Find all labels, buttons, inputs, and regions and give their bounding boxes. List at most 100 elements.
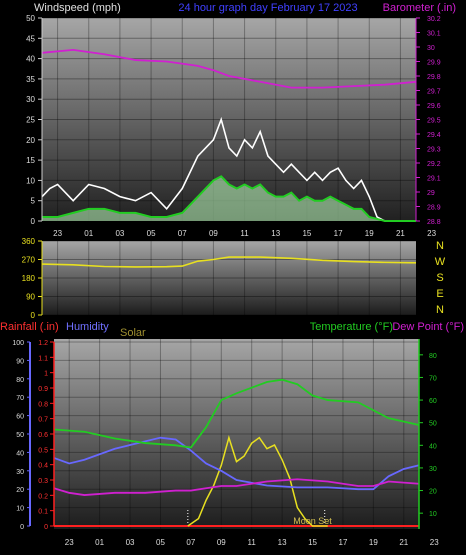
barometer-tick-label: 29.5 bbox=[427, 118, 441, 125]
rain-tick-label: 1.1 bbox=[38, 355, 48, 362]
barometer-tick-label: 30.2 bbox=[427, 16, 441, 23]
humidity-tick-label: 50 bbox=[16, 432, 24, 439]
barometer-tick-label: 29.4 bbox=[427, 132, 441, 139]
x-tick-label: 15 bbox=[302, 229, 311, 238]
temperature-tick-label: 80 bbox=[429, 353, 437, 360]
dew-point-line bbox=[53, 478, 420, 496]
x-tick-label: 23 bbox=[53, 229, 62, 238]
x-tick-label: 03 bbox=[126, 538, 135, 547]
x-tick-label: 23 bbox=[427, 229, 436, 238]
x-tick-label: 13 bbox=[278, 538, 287, 547]
left-legend-label: Humidity bbox=[66, 321, 109, 333]
humidity-tick-label: 40 bbox=[16, 450, 24, 457]
y-tick-label: 25 bbox=[26, 116, 35, 125]
temperature-line bbox=[53, 378, 420, 449]
barometer-tick-label: 29.3 bbox=[427, 147, 441, 154]
rain-tick-label: 0 bbox=[44, 524, 48, 531]
y-tick-label: 0 bbox=[31, 217, 36, 226]
rain-tick-label: 0.4 bbox=[38, 463, 48, 470]
direction-tick-label: 360 bbox=[22, 237, 36, 246]
barometer-tick-label: 28.8 bbox=[427, 219, 441, 226]
x-tick-label: 05 bbox=[156, 538, 165, 547]
rain-tick-label: 1 bbox=[44, 371, 48, 378]
temperature-tick-label: 10 bbox=[429, 511, 437, 518]
x-tick-label: 01 bbox=[95, 538, 104, 547]
humidity-tick-label: 30 bbox=[16, 469, 24, 476]
compass-letter: E bbox=[436, 288, 443, 300]
compass-letter: N bbox=[436, 240, 444, 252]
direction-tick-label: 180 bbox=[22, 274, 36, 283]
rain-tick-label: 0.3 bbox=[38, 478, 48, 485]
compass-letter: S bbox=[436, 272, 443, 284]
barometer-tick-label: 30.1 bbox=[427, 31, 441, 38]
left-legend-label: Solar bbox=[120, 327, 146, 339]
wind-gust-line bbox=[41, 116, 416, 222]
y-tick-label: 35 bbox=[26, 75, 35, 84]
x-tick-label: 09 bbox=[209, 229, 218, 238]
barometer-tick-label: 29.1 bbox=[427, 176, 441, 183]
humidity-tick-label: 10 bbox=[16, 506, 24, 513]
x-tick-label: 21 bbox=[396, 229, 405, 238]
x-tick-label: 19 bbox=[365, 229, 374, 238]
temperature-tick-label: 30 bbox=[429, 466, 437, 473]
x-tick-label: 17 bbox=[334, 229, 343, 238]
y-tick-label: 15 bbox=[26, 156, 35, 165]
rain-tick-label: 0.1 bbox=[38, 509, 48, 516]
humidity-line bbox=[53, 436, 420, 491]
rain-tick-label: 0.6 bbox=[38, 432, 48, 439]
x-tick-label: 01 bbox=[84, 229, 93, 238]
x-tick-label: 17 bbox=[339, 538, 348, 547]
x-tick-label: 11 bbox=[240, 229, 249, 238]
x-tick-label: 07 bbox=[186, 538, 195, 547]
y-tick-label: 50 bbox=[26, 14, 35, 23]
direction-tick-label: 0 bbox=[31, 311, 36, 320]
x-tick-label: 13 bbox=[271, 229, 280, 238]
barometer-tick-label: 29.8 bbox=[427, 74, 441, 81]
temperature-tick-label: 40 bbox=[429, 443, 437, 450]
humidity-tick-label: 100 bbox=[12, 340, 24, 347]
temperature-legend-label: Temperature (°F) bbox=[310, 321, 393, 333]
x-tick-label: 11 bbox=[248, 538, 257, 547]
wind-direction-plot-area bbox=[42, 241, 416, 315]
x-tick-label: 19 bbox=[369, 538, 378, 547]
barometer-axis-label: Barometer (.in) bbox=[383, 2, 456, 14]
barometer-tick-label: 29.2 bbox=[427, 161, 441, 168]
y-tick-label: 45 bbox=[26, 34, 35, 43]
chart-title: 24 hour graph day February 17 2023 bbox=[178, 2, 357, 14]
humidity-tick-label: 20 bbox=[16, 487, 24, 494]
barometer-tick-label: 28.9 bbox=[427, 205, 441, 212]
humidity-tick-label: 90 bbox=[16, 358, 24, 365]
y-tick-label: 5 bbox=[31, 197, 36, 206]
humidity-tick-label: 80 bbox=[16, 377, 24, 384]
rain-tick-label: 1.2 bbox=[38, 340, 48, 347]
y-tick-label: 40 bbox=[26, 55, 35, 64]
wind-speed-area bbox=[42, 176, 416, 221]
compass-letter: N bbox=[436, 304, 444, 316]
rain-tick-label: 0.5 bbox=[38, 447, 48, 454]
dew-point-legend-label: Dew Point (°F) bbox=[392, 321, 464, 333]
temperature-tick-label: 20 bbox=[429, 489, 437, 496]
barometer-tick-label: 29.6 bbox=[427, 103, 441, 110]
temperature-tick-label: 60 bbox=[429, 398, 437, 405]
barometer-tick-label: 30 bbox=[427, 45, 435, 52]
y-tick-label: 30 bbox=[26, 95, 35, 104]
x-tick-label: 09 bbox=[217, 538, 226, 547]
y-tick-label: 10 bbox=[26, 176, 35, 185]
x-tick-label: 23 bbox=[430, 538, 439, 547]
wind-speed-line bbox=[42, 175, 416, 222]
humidity-tick-label: 0 bbox=[20, 524, 24, 531]
left-legend-label: Rainfall (.in) bbox=[0, 321, 59, 333]
temp-humidity-plot-area bbox=[54, 339, 419, 529]
y-tick-label: 20 bbox=[26, 136, 35, 145]
barometer-line bbox=[41, 48, 417, 89]
barometer-tick-label: 29.9 bbox=[427, 60, 441, 67]
x-tick-label: 23 bbox=[65, 538, 74, 547]
temperature-tick-label: 50 bbox=[429, 421, 437, 428]
humidity-tick-label: 70 bbox=[16, 395, 24, 402]
x-tick-label: 21 bbox=[399, 538, 408, 547]
x-tick-label: 15 bbox=[308, 538, 317, 547]
x-tick-label: 05 bbox=[147, 229, 156, 238]
direction-tick-label: 270 bbox=[22, 256, 36, 265]
rain-tick-label: 0.7 bbox=[38, 417, 48, 424]
